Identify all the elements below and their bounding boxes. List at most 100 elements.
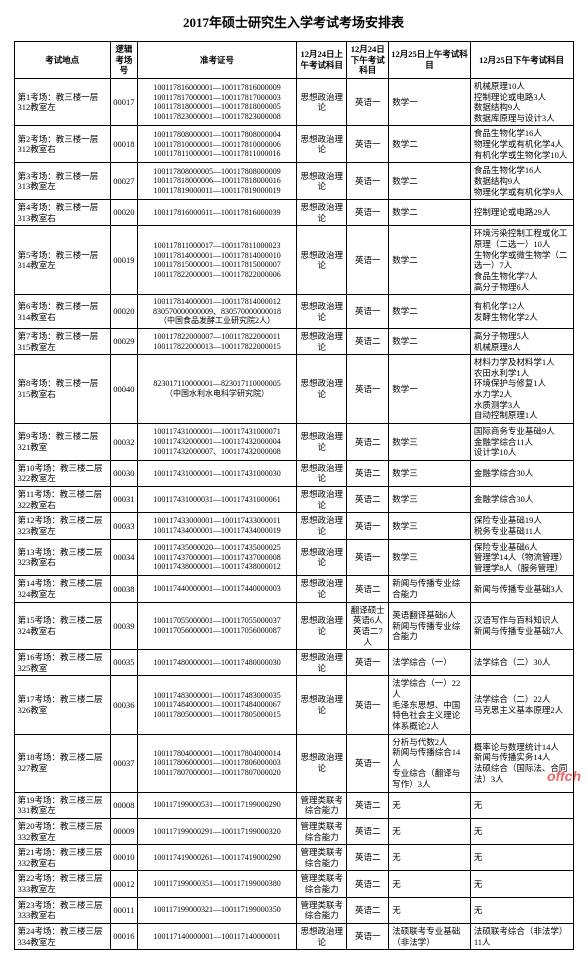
table-row: 第12考场：教三楼二层323教室左00033100117433000001—10… bbox=[14, 513, 573, 539]
cell-location: 第2考场：教三楼一层312教室右 bbox=[14, 126, 110, 163]
cell-idnum: 100117483000001—100117483000035100117484… bbox=[138, 676, 297, 734]
cell-location: 第15考场：教三楼二层324教室右 bbox=[14, 602, 110, 650]
cell-location: 第16考场：教三楼二层325教室 bbox=[14, 650, 110, 676]
cell-code: 00035 bbox=[110, 650, 137, 676]
cell-am24: 思想政治理论 bbox=[297, 576, 347, 602]
cell-location: 第8考场：教三楼一层315教室右 bbox=[14, 355, 110, 424]
cell-idnum: 100117808000001—100117808000004100117810… bbox=[138, 126, 297, 163]
cell-am24: 思想政治理论 bbox=[297, 650, 347, 676]
cell-location: 第23考场：教三楼三层333教室右 bbox=[14, 897, 110, 923]
cell-location: 第19考场：教三楼三层331教室左 bbox=[14, 792, 110, 818]
cell-pm25: 保险专业基础6人管理学14人（物流管理）管理学8人（服务管理） bbox=[470, 539, 573, 576]
cell-pm24: 英语一 bbox=[347, 539, 389, 576]
table-row: 第11考场：教三楼二层322教室右00031100117431000031—10… bbox=[14, 487, 573, 513]
cell-code: 00016 bbox=[110, 923, 137, 949]
cell-location: 第21考场：教三楼三层332教室右 bbox=[14, 845, 110, 871]
cell-am24: 思想政治理论 bbox=[297, 676, 347, 734]
cell-pm24: 英语二 bbox=[347, 460, 389, 486]
table-row: 第1考场：教三楼一层312教室左00017100117816000001—100… bbox=[14, 78, 573, 126]
cell-pm25: 高分子物理5人机械原理8人 bbox=[470, 328, 573, 354]
cell-am25: 数学三 bbox=[389, 423, 471, 460]
cell-pm24: 英语一 bbox=[347, 163, 389, 200]
cell-location: 第12考场：教三楼二层323教室左 bbox=[14, 513, 110, 539]
cell-pm25: 食品生物化学16人物理化学或有机化学4人有机化学或生物化学10人 bbox=[470, 126, 573, 163]
cell-idnum: 100117199000321—100117199000350 bbox=[138, 897, 297, 923]
header-loc: 考试地点 bbox=[14, 42, 110, 79]
cell-am25: 无 bbox=[389, 845, 471, 871]
cell-code: 00037 bbox=[110, 734, 137, 792]
cell-idnum: 100117433000001—100117433000011100117434… bbox=[138, 513, 297, 539]
cell-pm25: 国际商务专业基础9人金融学综合11人设计学10人 bbox=[470, 423, 573, 460]
cell-location: 第10考场：教三楼二层322教室左 bbox=[14, 460, 110, 486]
cell-idnum: 100117480000001—100117480000030 bbox=[138, 650, 297, 676]
cell-idnum: 100117822000007—100117822000011100117822… bbox=[138, 328, 297, 354]
table-row: 第22考场：教三楼三层333教室左00012100117199000351—10… bbox=[14, 871, 573, 897]
cell-code: 00039 bbox=[110, 602, 137, 650]
cell-am25: 数学二 bbox=[389, 226, 471, 295]
table-row: 第2考场：教三楼一层312教室右00018100117808000001—100… bbox=[14, 126, 573, 163]
cell-pm24: 英语二 bbox=[347, 871, 389, 897]
watermark: offch bbox=[547, 768, 581, 784]
cell-pm24: 英语一 bbox=[347, 226, 389, 295]
cell-code: 00020 bbox=[110, 295, 137, 329]
cell-am24: 思想政治理论 bbox=[297, 355, 347, 424]
cell-code: 00020 bbox=[110, 200, 137, 226]
cell-am24: 思想政治理论 bbox=[297, 126, 347, 163]
cell-pm25: 新闻与传播专业基础3人 bbox=[470, 576, 573, 602]
cell-am25: 法学综合（一）22人毛泽东思想、中国特色社会主义理论体系概论2人 bbox=[389, 676, 471, 734]
table-row: 第21考场：教三楼三层332教室右00010100117419000261—10… bbox=[14, 845, 573, 871]
cell-code: 00034 bbox=[110, 539, 137, 576]
cell-pm24: 英语一 bbox=[347, 78, 389, 126]
cell-pm24: 英语一 bbox=[347, 923, 389, 949]
cell-am25: 无 bbox=[389, 871, 471, 897]
cell-idnum: 100117440000001—100117440000003 bbox=[138, 576, 297, 602]
cell-am25: 无 bbox=[389, 897, 471, 923]
table-row: 第20考场：教三楼三层332教室左00009100117199000291—10… bbox=[14, 818, 573, 844]
cell-pm24: 英语一 bbox=[347, 513, 389, 539]
cell-location: 第22考场：教三楼三层333教室左 bbox=[14, 871, 110, 897]
cell-pm25: 无 bbox=[470, 897, 573, 923]
cell-idnum: 100117055000001—100117055000037100117056… bbox=[138, 602, 297, 650]
header-code: 逻辑考场号 bbox=[110, 42, 137, 79]
cell-am25: 法硕联考专业基础（非法学） bbox=[389, 923, 471, 949]
exam-schedule-table: 考试地点 逻辑考场号 准考证号 12月24日上午考试科目 12月24日下午考试科… bbox=[14, 41, 574, 950]
cell-location: 第7考场：教三楼一层315教室左 bbox=[14, 328, 110, 354]
cell-am24: 管理类联考综合能力 bbox=[297, 792, 347, 818]
cell-am25: 数学二 bbox=[389, 126, 471, 163]
cell-pm25: 食品生物化学16人数据结构9人物理化学或有机化学9人 bbox=[470, 163, 573, 200]
cell-pm25: 无 bbox=[470, 818, 573, 844]
cell-am25: 数学三 bbox=[389, 460, 471, 486]
cell-am25: 数学二 bbox=[389, 295, 471, 329]
table-row: 第10考场：教三楼二层322教室左00030100117431000001—10… bbox=[14, 460, 573, 486]
cell-am25: 数学一 bbox=[389, 78, 471, 126]
cell-location: 第5考场：教三楼一层314教室左 bbox=[14, 226, 110, 295]
cell-location: 第14考场：教三楼二层324教室左 bbox=[14, 576, 110, 602]
table-row: 第24考场：教三楼三层334教室左00016100117140000001—10… bbox=[14, 923, 573, 949]
cell-pm25: 金融学综合30人 bbox=[470, 487, 573, 513]
cell-am24: 思想政治理论 bbox=[297, 226, 347, 295]
cell-idnum: 100117431000031—100117431000061 bbox=[138, 487, 297, 513]
table-row: 第13考场：教三楼二层323教室右00034100117435000020—10… bbox=[14, 539, 573, 576]
cell-am25: 数学三 bbox=[389, 513, 471, 539]
cell-location: 第9考场：教三楼二层321教室 bbox=[14, 423, 110, 460]
cell-pm24: 英语二 bbox=[347, 792, 389, 818]
cell-pm24: 英语一 bbox=[347, 355, 389, 424]
cell-am24: 思想政治理论 bbox=[297, 602, 347, 650]
cell-idnum: 823017110000001—823017110000005（中国水利水电科学… bbox=[138, 355, 297, 424]
cell-code: 00030 bbox=[110, 460, 137, 486]
cell-pm25: 环境污染控制工程或化工原理（二选一）10人生物化学或微生物学（二选一）7人食品生… bbox=[470, 226, 573, 295]
cell-am25: 数学二 bbox=[389, 163, 471, 200]
cell-idnum: 100117199000531—100117199000290 bbox=[138, 792, 297, 818]
cell-pm24: 英语二 bbox=[347, 576, 389, 602]
cell-pm25: 保险专业基础19人税务专业基础11人 bbox=[470, 513, 573, 539]
cell-code: 00027 bbox=[110, 163, 137, 200]
cell-pm24: 英语二 bbox=[347, 897, 389, 923]
cell-am25: 分析与代数2人新闻与传播综合14人专业综合（翻译与写作）3人 bbox=[389, 734, 471, 792]
cell-location: 第1考场：教三楼一层312教室左 bbox=[14, 78, 110, 126]
table-row: 第9考场：教三楼二层321教室00032100117431000001—1001… bbox=[14, 423, 573, 460]
cell-pm24: 英语一 bbox=[347, 734, 389, 792]
cell-am24: 思想政治理论 bbox=[297, 487, 347, 513]
cell-code: 00029 bbox=[110, 328, 137, 354]
cell-am24: 管理类联考综合能力 bbox=[297, 871, 347, 897]
cell-location: 第18考场：教三楼二层327教室 bbox=[14, 734, 110, 792]
